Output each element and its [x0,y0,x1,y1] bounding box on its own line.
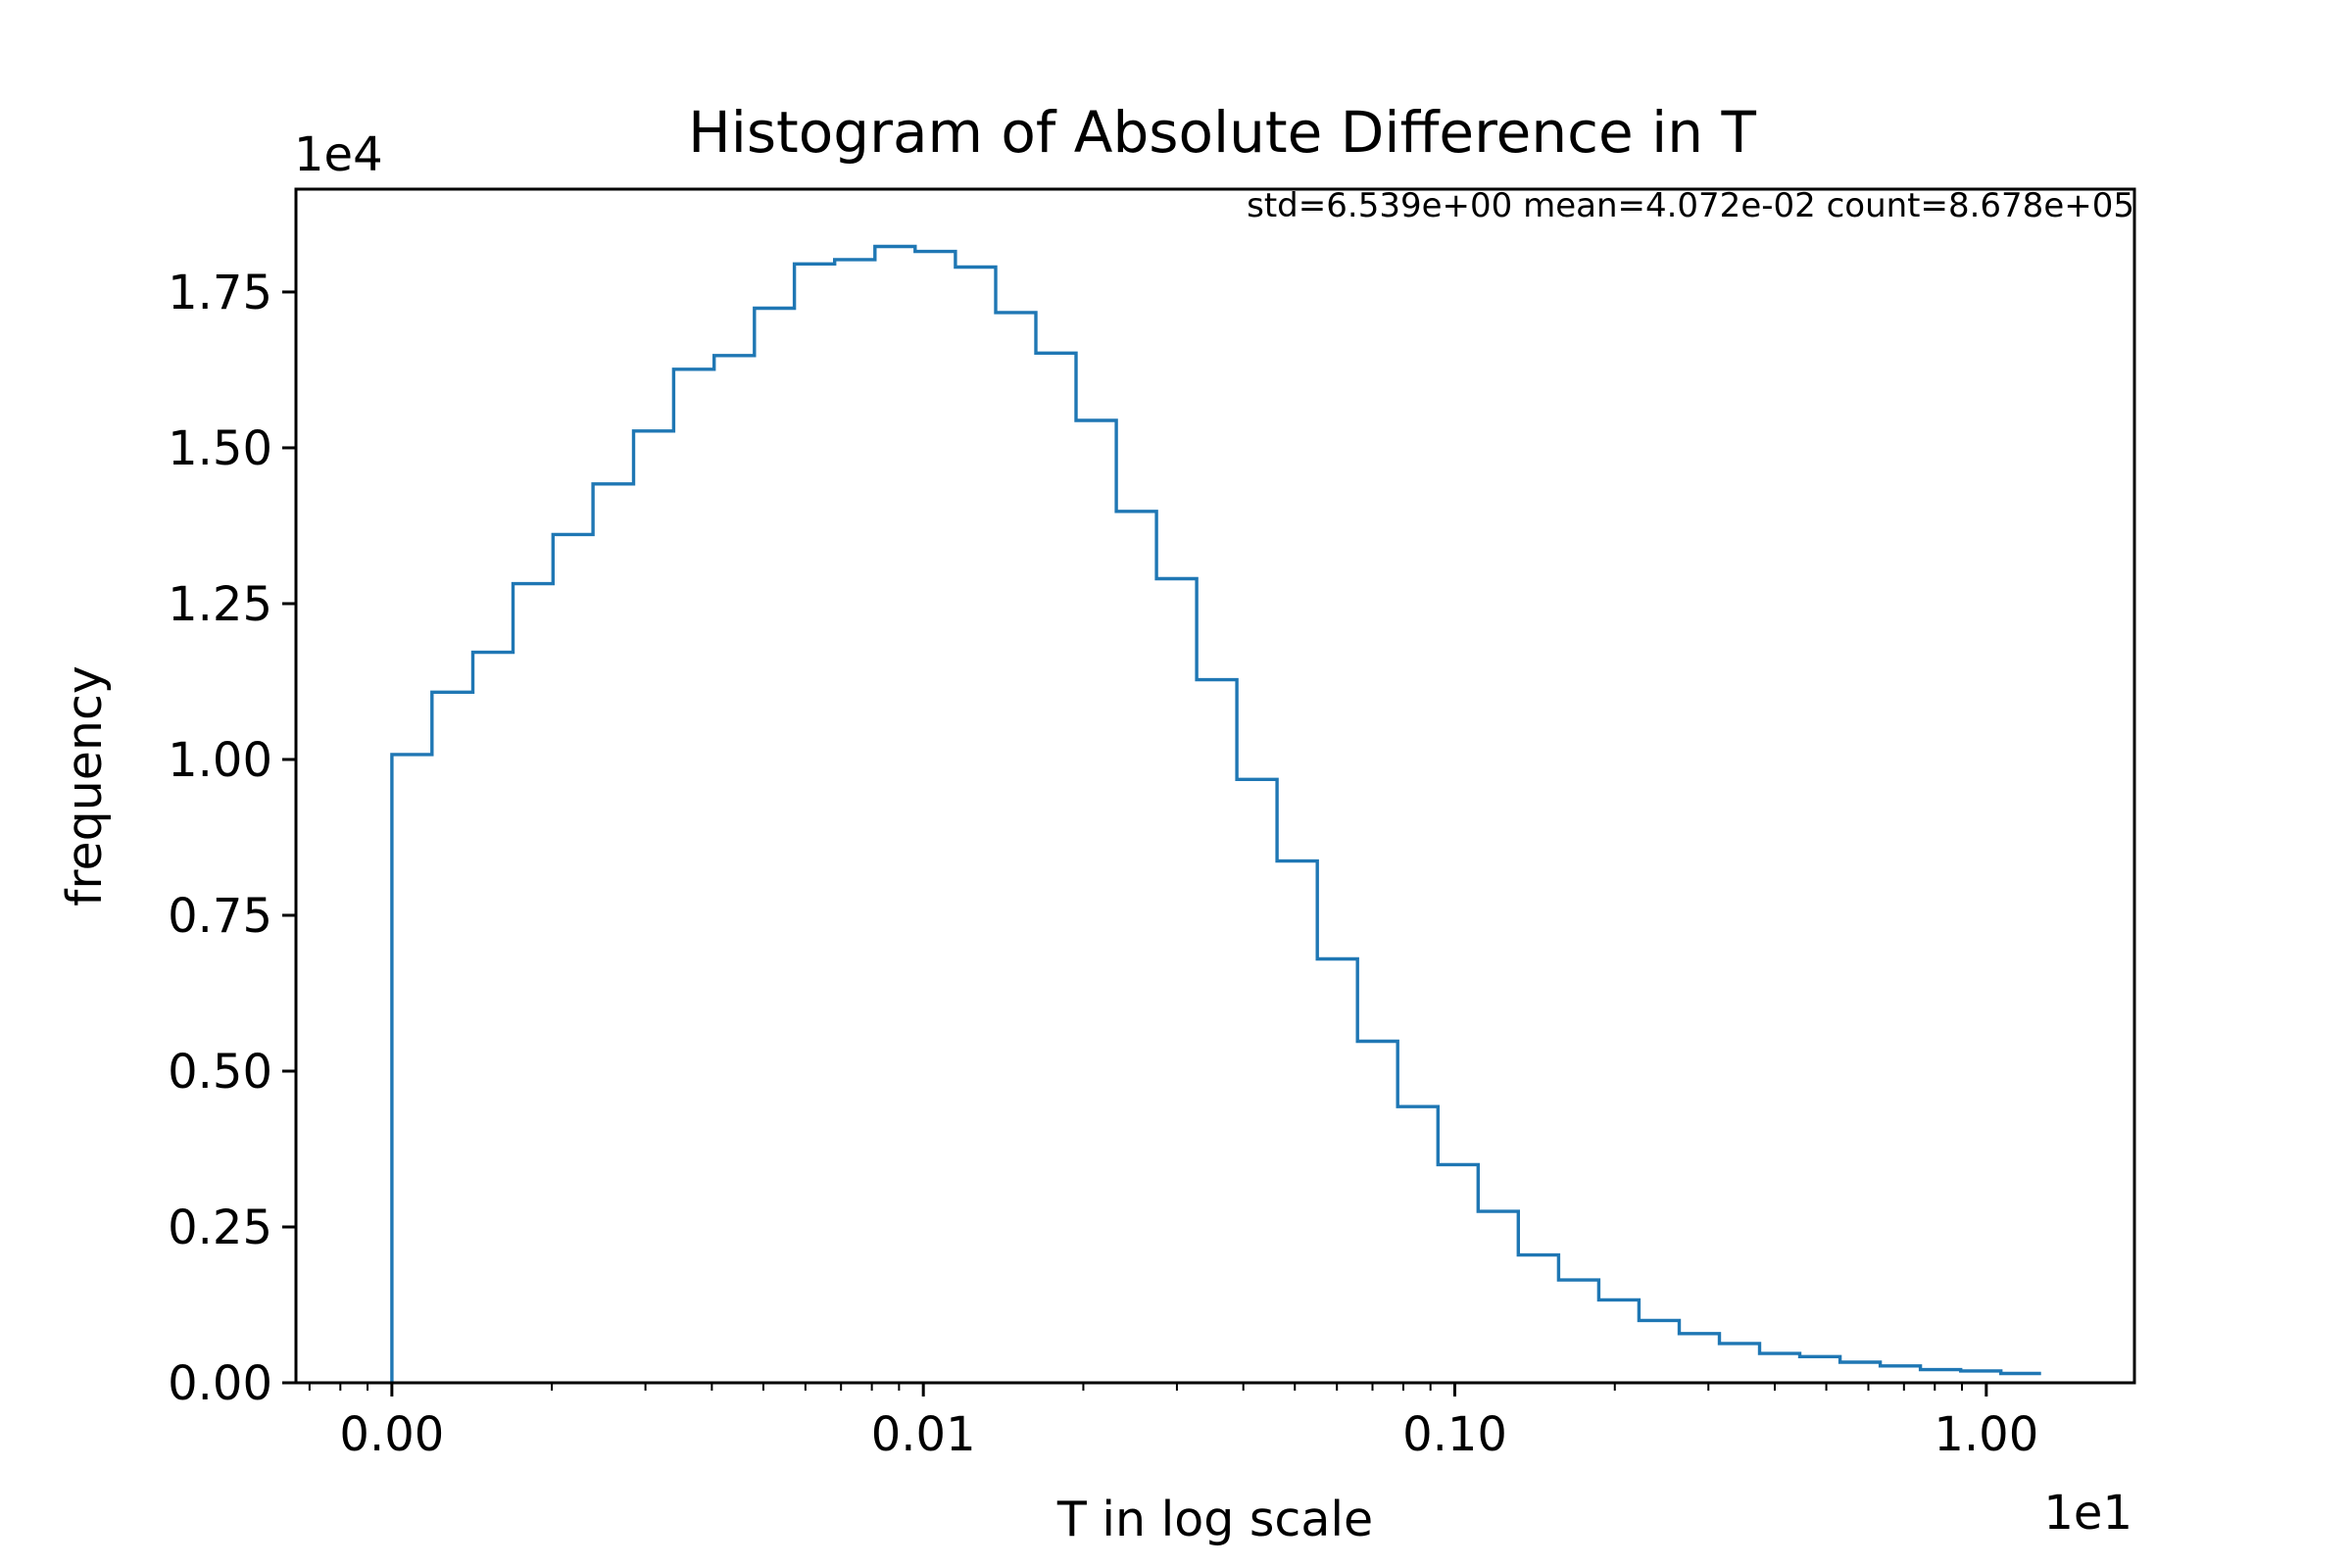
y-tick-label: 0.75 [168,889,272,944]
y-axis-ticks: 0.00 0.25 0.50 0.75 1.00 1.25 1.50 1.75 [168,266,296,1411]
y-multiplier-label: 1e4 [294,127,383,182]
y-tick-label: 0.25 [168,1200,272,1255]
x-tick-label: 0.10 [1402,1407,1507,1462]
y-tick-label: 1.00 [168,733,272,788]
y-tick-label: 1.75 [168,266,272,320]
y-tick-label: 1.50 [168,421,272,476]
plot-frame [294,187,2136,1385]
x-multiplier-label: 1e1 [2043,1486,2132,1541]
y-axis-label: frequency [57,665,113,906]
y-tick-label: 1.25 [168,577,272,632]
x-tick-label: 0.01 [871,1407,976,1462]
chart-title: Histogram of Absolute Difference in T [688,99,1756,166]
x-tick-label: 1.00 [1934,1407,2038,1462]
x-tick-label: 0.00 [339,1407,444,1462]
y-tick-label: 0.50 [168,1045,272,1100]
x-axis-label: T in log scale [1056,1492,1373,1547]
y-tick-label: 0.00 [168,1356,272,1411]
x-axis-ticks: 0.00 0.01 0.10 1.00 [308,1383,2038,1462]
stats-annotation: std=6.539e+00 mean=4.072e-02 count=8.678… [1247,186,2134,225]
histogram-step-line [390,244,2041,1383]
